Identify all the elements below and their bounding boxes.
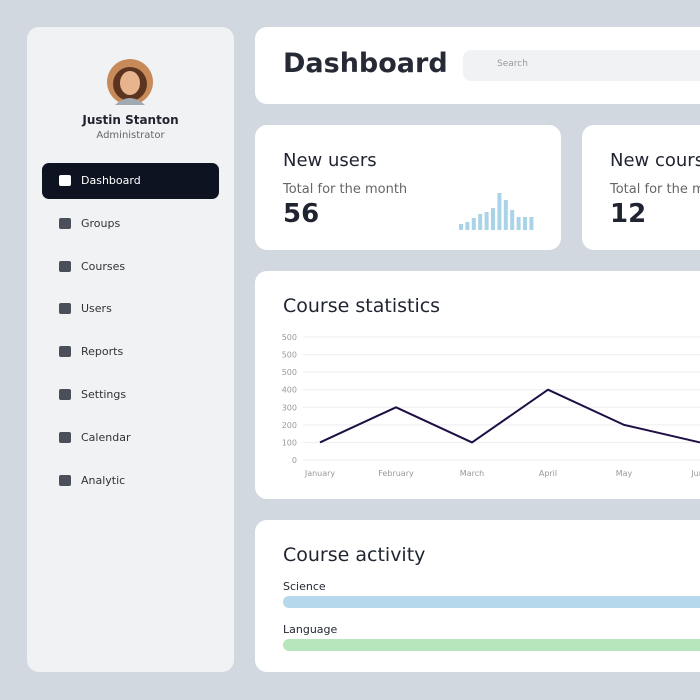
sparkline bbox=[459, 193, 534, 230]
nav-label: Settings bbox=[81, 388, 127, 401]
nav-icon bbox=[59, 474, 71, 486]
spark-bar bbox=[516, 217, 521, 230]
nav-item[interactable]: Calendar bbox=[42, 420, 219, 456]
nav-item[interactable]: Groups bbox=[42, 206, 219, 242]
nav-icon bbox=[59, 260, 71, 272]
page-title: Dashboard bbox=[283, 48, 448, 79]
nav-item[interactable]: Users bbox=[42, 291, 219, 327]
y-tick-label: 200 bbox=[282, 421, 297, 430]
stat-title: New users bbox=[283, 150, 377, 171]
spark-bar bbox=[497, 193, 502, 230]
line bbox=[319, 388, 700, 444]
nav-label: Groups bbox=[81, 216, 121, 230]
activity-title: Course activity bbox=[283, 544, 426, 566]
y-tick-label: 500 bbox=[282, 351, 297, 360]
nav-label: Courses bbox=[81, 259, 126, 273]
nav-icon bbox=[59, 175, 71, 186]
spark-bar bbox=[471, 218, 476, 230]
nav-label: Users bbox=[81, 302, 112, 316]
x-tick-label: June bbox=[690, 469, 700, 478]
spark-bar bbox=[478, 214, 483, 230]
nav-icon bbox=[59, 389, 71, 400]
activity-label: Language bbox=[283, 623, 338, 636]
y-tick-label: 0 bbox=[292, 456, 297, 465]
spark-bar bbox=[523, 217, 527, 230]
y-tick-label: 300 bbox=[282, 403, 297, 412]
stat-value: 56 bbox=[283, 199, 320, 229]
x-tick-label: April bbox=[539, 469, 557, 478]
chart: 0 100 200 300 400 500 500 500 January February Mar… bbox=[282, 333, 700, 478]
y-tick-label: 400 bbox=[282, 386, 297, 395]
nav-icon bbox=[59, 303, 71, 315]
nav-item[interactable]: Settings bbox=[42, 377, 219, 413]
activity-bar bbox=[283, 639, 700, 651]
search-box[interactable]: Search bbox=[463, 50, 700, 81]
activity-card: Course activity Science Language bbox=[255, 520, 700, 672]
y-tick-label: 100 bbox=[282, 438, 297, 447]
x-tick-label: February bbox=[378, 469, 414, 478]
nav-label: Dashboard bbox=[81, 174, 141, 187]
stat-subtitle: Total for the month bbox=[610, 182, 700, 197]
nav-icon bbox=[59, 346, 71, 358]
activity-label: Science bbox=[283, 580, 326, 593]
user-role: Administrator bbox=[96, 130, 165, 141]
stat-card: New courses Total for the month 12 bbox=[582, 125, 700, 250]
nav-icon bbox=[59, 431, 71, 443]
sidebar: Justin Stanton Administrator Dashboard Gr… bbox=[27, 27, 234, 672]
nav-item[interactable]: Dashboard bbox=[42, 163, 219, 199]
x-tick-label: January bbox=[304, 469, 336, 478]
chart-title: Course statistics bbox=[283, 295, 441, 317]
stat-title: New courses bbox=[610, 150, 700, 171]
spark-bar bbox=[503, 200, 508, 230]
spark-bar bbox=[510, 210, 515, 230]
spark-bar bbox=[459, 224, 463, 230]
spark-bar bbox=[529, 217, 534, 230]
nav-item[interactable]: Analytic bbox=[42, 463, 219, 499]
stat-value: 12 bbox=[610, 199, 647, 229]
x-tick-label: March bbox=[460, 469, 484, 478]
header: Dashboard Search bbox=[255, 27, 700, 104]
x-tick-label: May bbox=[616, 469, 633, 478]
stat-subtitle: Total for the month bbox=[283, 182, 408, 197]
spark-bar bbox=[484, 212, 489, 230]
nav-item[interactable]: Courses bbox=[42, 249, 219, 285]
y-tick-label: 500 bbox=[282, 333, 297, 342]
activity-bar bbox=[283, 596, 700, 608]
nav-label: Reports bbox=[81, 345, 124, 359]
spark-bar bbox=[465, 222, 470, 230]
chart-card: Course statistics 0 100 200 300 400 500 500 500… bbox=[255, 271, 700, 499]
avatar bbox=[107, 59, 153, 105]
nav-item[interactable]: Reports bbox=[42, 334, 219, 370]
stat-card: New users Total for the month 56 bbox=[255, 125, 561, 250]
nav-label: Analytic bbox=[81, 473, 126, 487]
nav-label: Calendar bbox=[81, 430, 131, 444]
spark-bar bbox=[491, 208, 495, 230]
user-name: Justin Stanton bbox=[82, 113, 179, 127]
y-tick-label: 500 bbox=[282, 368, 297, 377]
search-placeholder: Search bbox=[497, 59, 528, 69]
nav-icon bbox=[59, 217, 71, 229]
